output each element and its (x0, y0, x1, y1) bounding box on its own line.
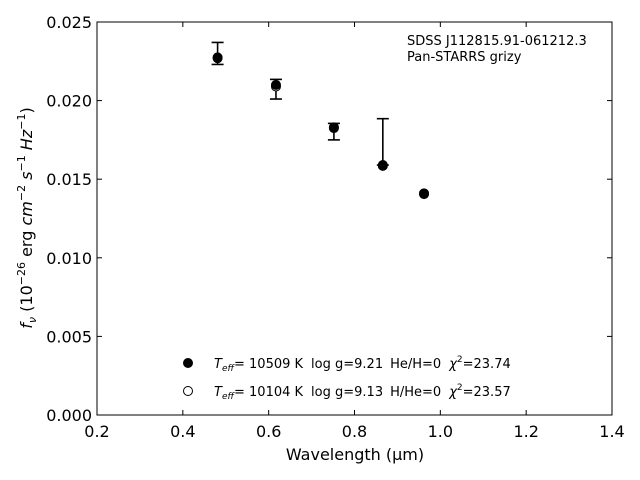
y-tick-label: 0.015 (46, 170, 92, 189)
y-tick-label: 0.020 (46, 92, 92, 111)
model-point-filled (419, 188, 430, 199)
plot-area (211, 41, 430, 200)
legend-marker-filled (183, 358, 193, 368)
x-axis-label: Wavelength (μm) (286, 445, 424, 464)
model-point-filled (212, 52, 223, 63)
y-tick-label: 0.000 (46, 406, 92, 425)
annotation-survey-name: Pan-STARRS grizy (407, 50, 522, 65)
x-tick-label: 1.4 (599, 422, 624, 441)
model-point-filled (328, 122, 339, 133)
x-tick-label: 0.4 (170, 422, 195, 441)
x-tick-label: 0.6 (256, 422, 281, 441)
y-axis-label: fν (10−26 erg cm−2 s−1 Hz−1) (15, 107, 39, 328)
model-point-filled (270, 79, 281, 90)
legend-marker-open (183, 386, 193, 396)
y-tick-label: 0.025 (46, 13, 92, 32)
y-tick-label: 0.005 (46, 327, 92, 346)
model-point-filled (377, 160, 388, 171)
axis-ticks: 0.2 0.4 0.6 0.8 1.0 1.2 1.4 0.000 0.005 0.010 0.01… (46, 13, 625, 441)
y-tick-label: 0.010 (46, 249, 92, 268)
x-tick-label: 0.8 (342, 422, 367, 441)
x-tick-label: 1.0 (428, 422, 453, 441)
x-tick-label: 0.2 (84, 422, 109, 441)
x-tick-label: 1.2 (513, 422, 538, 441)
annotation-object-name: SDSS J112815.91-061212.3 (407, 34, 587, 49)
